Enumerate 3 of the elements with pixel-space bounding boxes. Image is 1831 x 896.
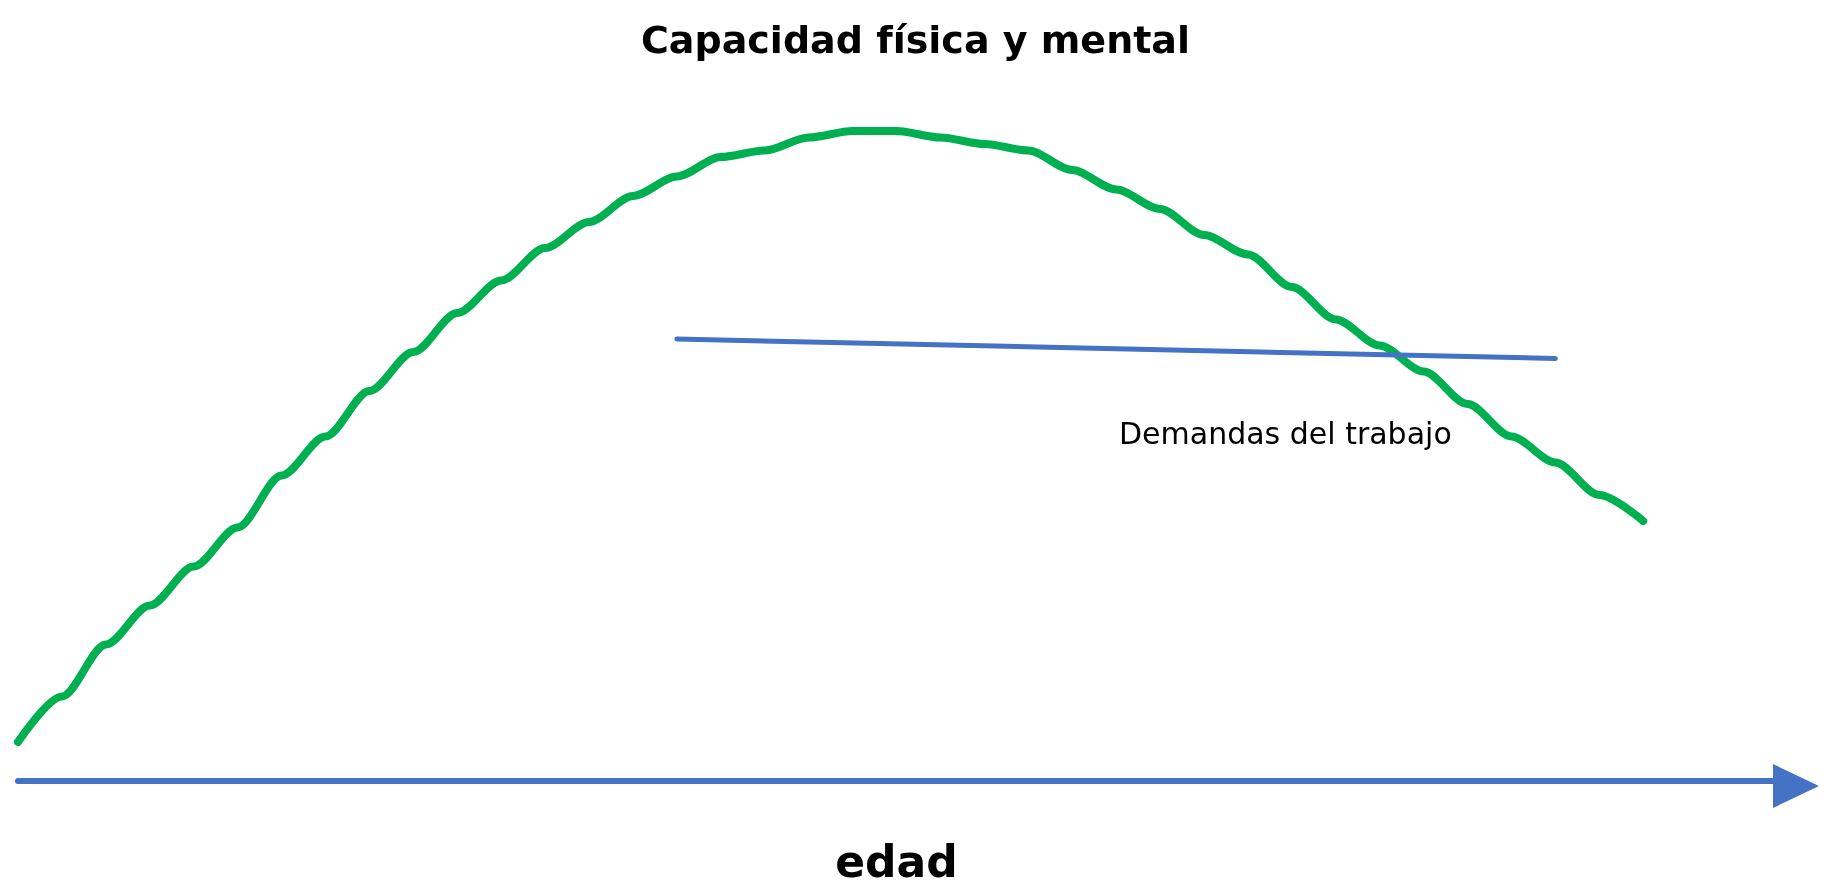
chart-title: Capacidad física y mental — [640, 18, 1191, 62]
series-label: Demandas del trabajo — [1119, 416, 1452, 451]
x-axis-title: edad — [835, 835, 958, 887]
